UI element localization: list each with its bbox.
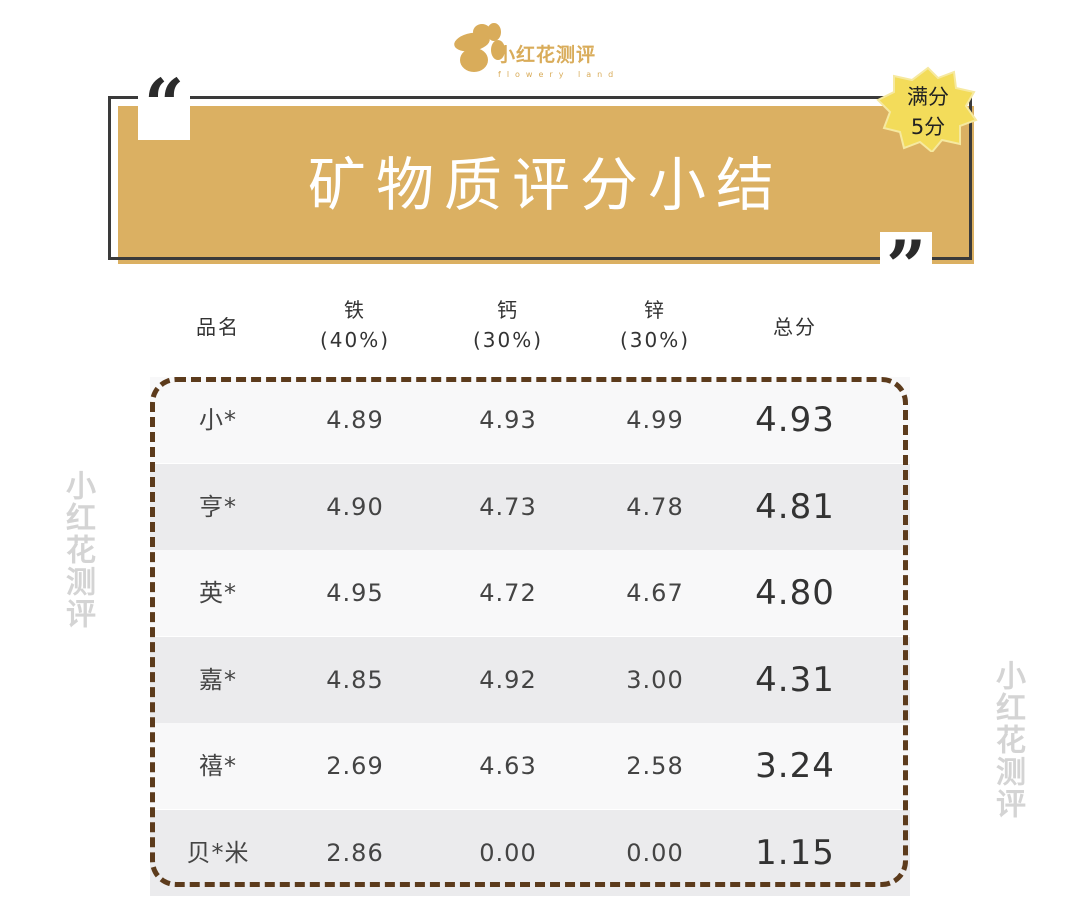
watermark: 小红花测评 <box>990 660 1025 820</box>
product-name: 贝*米 <box>186 838 250 867</box>
badge-line-2: 5分 <box>910 115 946 139</box>
zinc-score: 0.00 <box>626 838 684 867</box>
zinc-score: 4.67 <box>626 579 684 607</box>
column-header: 钙 (30%) <box>438 295 578 355</box>
total-score: 4.81 <box>755 486 835 527</box>
column-header: 总分 <box>725 312 865 342</box>
table-row: 嘉* 4.85 4.92 3.00 4.31 <box>150 636 910 723</box>
calcium-score: 4.93 <box>479 406 537 434</box>
column-header-name: 品名 <box>196 315 240 339</box>
logo-text: 小红花测评 <box>496 44 597 66</box>
column-header-weight: (30%) <box>472 328 544 352</box>
column-header: 铁 (40%) <box>285 295 425 355</box>
banner-frame <box>108 96 972 260</box>
calcium-score: 4.92 <box>479 665 537 694</box>
total-score: 4.93 <box>755 400 835 440</box>
column-header-weight: (40%) <box>319 328 391 352</box>
product-name: 嘉* <box>199 665 237 694</box>
product-name: 小* <box>199 406 237 434</box>
zinc-score: 4.99 <box>626 406 684 434</box>
table-row: 英* 4.95 4.72 4.67 4.80 <box>150 550 910 636</box>
zinc-score: 4.78 <box>626 492 684 521</box>
total-score: 3.24 <box>755 746 835 786</box>
logo-subtext: flowery land <box>498 70 620 79</box>
column-header-weight: (30%) <box>619 328 691 352</box>
dashed-border <box>150 377 908 887</box>
open-quote-icon: “ <box>138 70 191 140</box>
iron-score: 4.90 <box>326 492 384 521</box>
column-header: 锌 (30%) <box>585 295 725 355</box>
score-table: 小* 4.89 4.93 4.99 4.93 亨* 4.90 4.73 4.78 4.81 英* 4.… <box>150 377 910 896</box>
close-quote-icon: ” <box>880 232 933 302</box>
product-name: 英* <box>199 579 237 607</box>
page-title: 矿物质评分小结 <box>307 151 784 219</box>
iron-score: 2.86 <box>326 838 384 867</box>
iron-score: 2.69 <box>326 752 384 780</box>
zinc-score: 2.58 <box>626 752 684 780</box>
title-banner <box>118 106 974 264</box>
badge-line-1: 满分 <box>907 85 949 109</box>
iron-score: 4.85 <box>326 665 384 694</box>
score-badge-text: 满分 5分 <box>892 82 964 142</box>
product-name: 禧* <box>199 752 237 780</box>
calcium-score: 4.73 <box>479 492 537 521</box>
calcium-score: 0.00 <box>479 838 537 867</box>
product-name: 亨* <box>199 492 237 521</box>
score-badge-icon <box>876 66 978 152</box>
iron-score: 4.89 <box>326 406 384 434</box>
table-row: 亨* 4.90 4.73 4.78 4.81 <box>150 463 910 550</box>
table-row: 禧* 2.69 4.63 2.58 3.24 <box>150 723 910 809</box>
column-header-name: 钙 <box>497 298 519 322</box>
watermark: 小红花测评 <box>60 470 95 630</box>
iron-score: 4.95 <box>326 579 384 607</box>
total-score: 4.31 <box>755 659 835 700</box>
column-header-name: 铁 <box>344 298 366 322</box>
column-header: 品名 <box>148 312 288 342</box>
logo-flower-icon <box>454 23 505 72</box>
column-header-name: 总分 <box>773 315 817 339</box>
total-score: 1.15 <box>755 832 835 873</box>
total-score: 4.80 <box>755 573 835 613</box>
calcium-score: 4.63 <box>479 752 537 780</box>
column-header-name: 锌 <box>644 298 666 322</box>
table-row: 小* 4.89 4.93 4.99 4.93 <box>150 377 910 463</box>
zinc-score: 3.00 <box>626 665 684 694</box>
calcium-score: 4.72 <box>479 579 537 607</box>
table-row: 贝*米 2.86 0.00 0.00 1.15 <box>150 809 910 896</box>
